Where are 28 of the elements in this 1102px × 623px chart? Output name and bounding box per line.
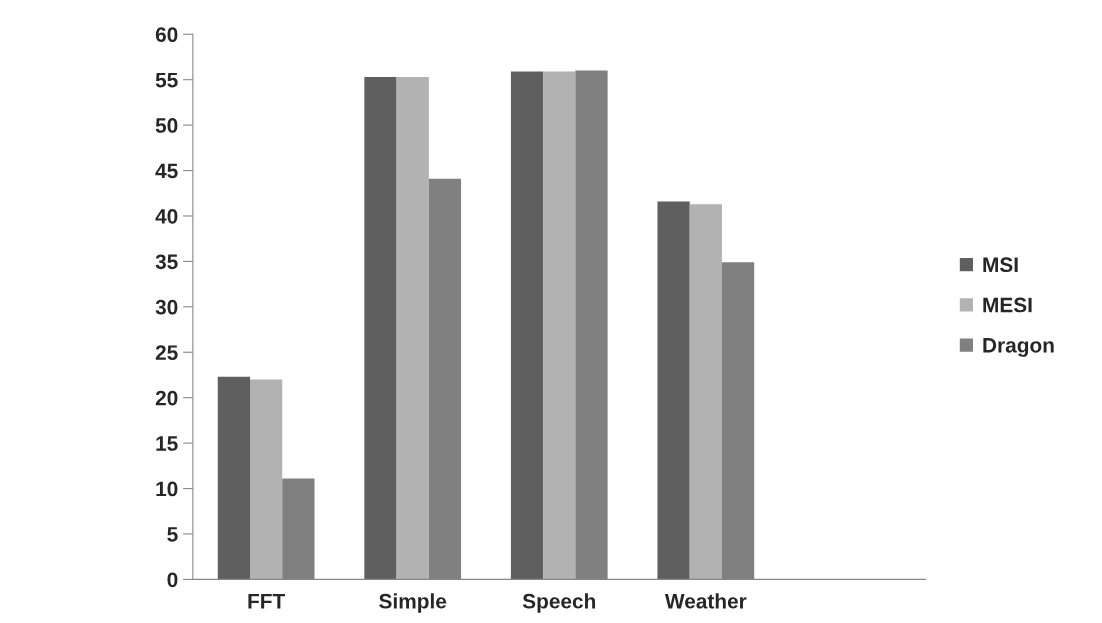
bar <box>364 76 397 580</box>
bar <box>510 71 544 580</box>
x-tick-label: Speech <box>522 593 596 613</box>
bar <box>689 204 722 580</box>
y-tick-label: 25 <box>155 345 178 361</box>
y-tick-label: 35 <box>155 254 178 270</box>
y-tick-label: 50 <box>155 118 178 133</box>
bar <box>250 379 283 580</box>
y-tick-label: 55 <box>155 72 178 88</box>
x-tick-label: Weather <box>664 593 747 609</box>
legend-label: Dragon <box>983 338 1054 357</box>
bar <box>396 76 429 580</box>
x-tick-label: FFT <box>248 594 285 609</box>
y-tick-label: 15 <box>156 436 178 451</box>
y-tick-label: 10 <box>156 481 178 497</box>
y-tick-label: 40 <box>155 208 178 224</box>
y-tick-label: 0 <box>167 572 178 588</box>
legend-label: MSI <box>983 257 1018 273</box>
y-tick-label: 30 <box>155 299 178 315</box>
bar <box>657 201 690 580</box>
y-tick-label: 45 <box>155 163 178 179</box>
x-tick-label: Simple <box>379 593 447 613</box>
y-tick-label: 20 <box>155 390 178 406</box>
bar <box>543 71 576 580</box>
y-tick-label: 5 <box>167 527 178 542</box>
legend-label: MESI <box>983 297 1032 313</box>
y-tick-label: 60 <box>155 27 178 43</box>
bar <box>217 376 251 580</box>
